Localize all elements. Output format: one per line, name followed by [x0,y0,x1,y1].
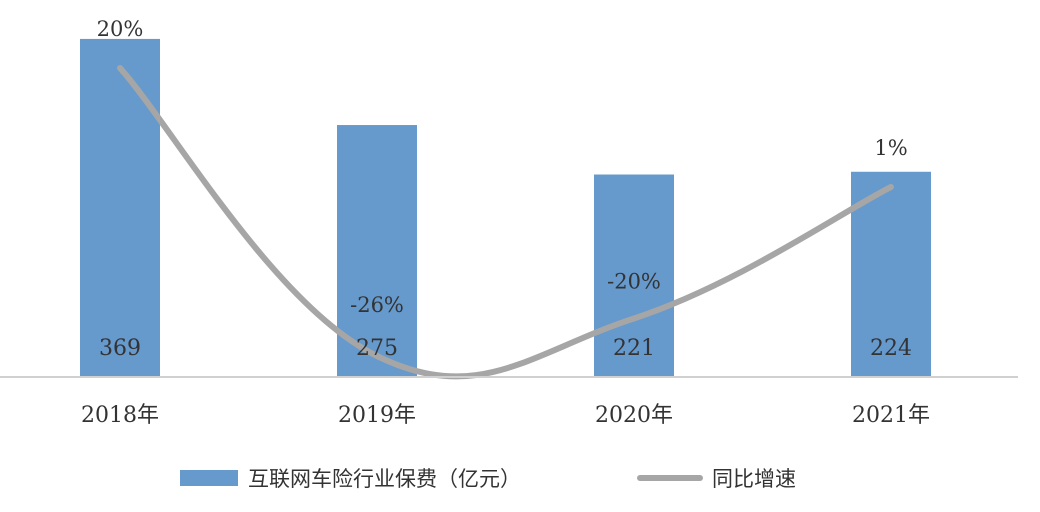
bar [337,125,417,377]
bar [594,174,674,377]
legend-bar-label: 互联网车险行业保费（亿元） [248,467,521,491]
bar-value-label: 224 [870,336,912,361]
legend-bar-swatch [180,470,238,486]
x-tick-label: 2021年 [852,403,930,428]
line-series [117,65,894,380]
bar-series [80,38,931,377]
growth-value-label: -26% [350,293,404,317]
bar-value-label: 275 [356,336,398,361]
growth-line [117,65,894,380]
legend: 互联网车险行业保费（亿元） 同比增速 [180,467,796,491]
line-data-labels: 20% -26% -20% 1% [97,17,908,317]
x-tick-labels: 2018年 2019年 2020年 2021年 [81,403,930,428]
bar-value-label: 221 [613,336,655,361]
bar [851,171,931,377]
legend-line-label: 同比增速 [712,467,796,491]
bar-data-labels: 369 275 221 224 [99,336,912,361]
x-tick-label: 2018年 [81,403,159,428]
x-tick-label: 2020年 [595,403,673,428]
bar [80,38,160,377]
growth-value-label: -20% [607,269,661,293]
growth-value-label: 20% [97,17,144,41]
growth-value-label: 1% [874,136,907,160]
x-tick-label: 2019年 [338,403,416,428]
bar-value-label: 369 [99,336,141,361]
